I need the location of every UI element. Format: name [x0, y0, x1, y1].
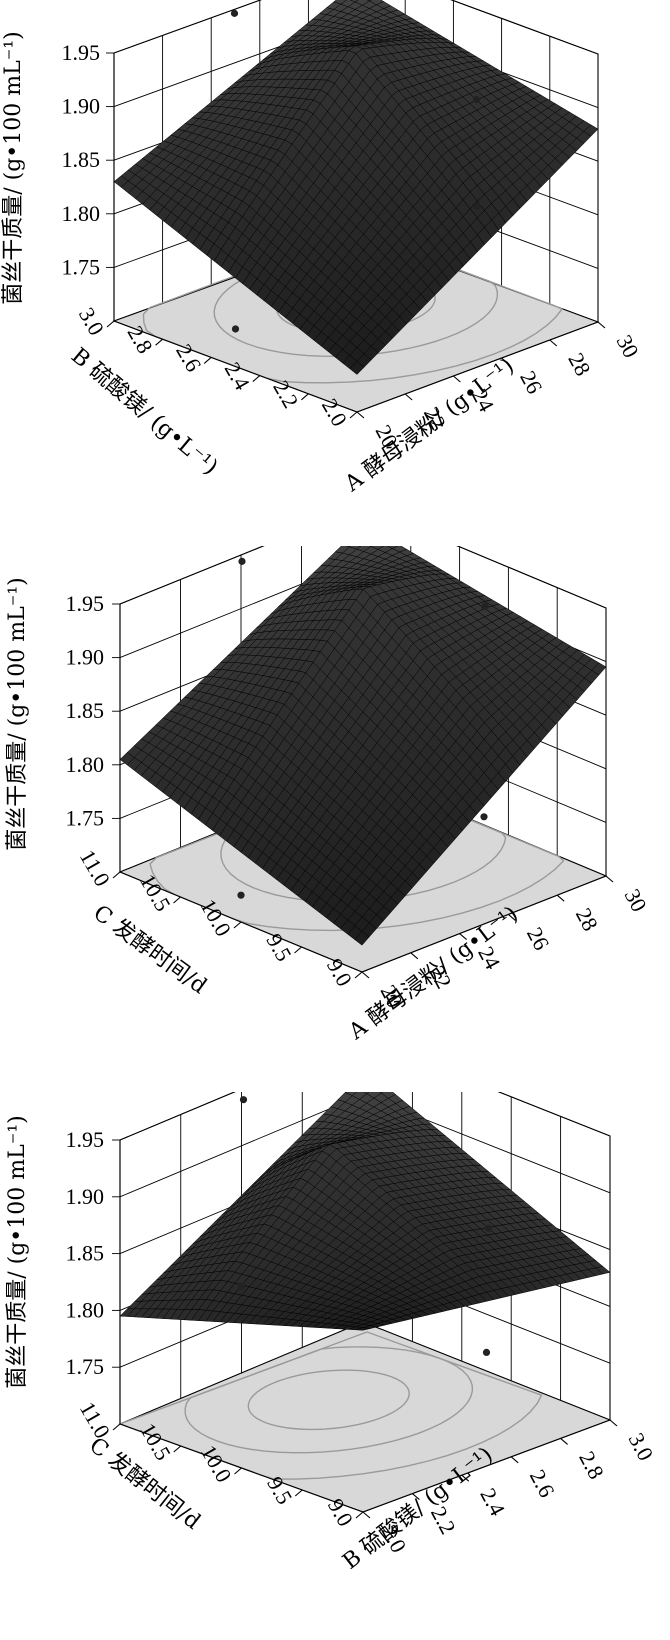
surface-plot-ac-svg: 1.751.801.851.901.952022242628309.09.510… — [5, 546, 652, 1045]
x-tick-mark — [501, 357, 509, 365]
design-point — [239, 1096, 248, 1104]
z-gridline — [113, 0, 599, 55]
y-tick-mark — [234, 1467, 242, 1475]
x-tick-mark — [459, 933, 467, 941]
z-tick-label: 1.85 — [66, 698, 105, 723]
z-tick-label: 1.85 — [66, 1241, 105, 1266]
z-tick-label: 1.95 — [66, 591, 105, 616]
y-tick-label: 3.0 — [74, 303, 109, 339]
x-tick-label: 26 — [522, 923, 554, 954]
y-axis-label: C 发酵时间/d — [88, 901, 211, 1000]
y-tick-label: 11.0 — [75, 1397, 115, 1442]
x-tick-label: 28 — [571, 904, 603, 935]
surface-plot-bc-svg: 1.751.801.851.901.952.02.22.42.62.83.09.… — [5, 1092, 659, 1575]
surface-plot-ab: 1.75 1.80 1.85 1.90 1.95 20 22 24 26 28 30 2.0 2.2 2.… — [0, 0, 670, 546]
y-tick-mark — [233, 921, 242, 929]
y-tick-mark — [203, 356, 212, 364]
z-tick-label: 1.90 — [66, 645, 105, 670]
design-point — [484, 1224, 493, 1232]
x-tick-mark — [356, 411, 365, 419]
x-tick-mark — [410, 952, 419, 960]
z-tick-label: 1.75 — [66, 805, 105, 830]
surface-plot-ac: 1.75 1.80 1.85 1.90 1.95 20 22 24 26 28 30 9.0 9.5 10… — [0, 546, 670, 1092]
design-point — [231, 325, 240, 333]
z-tick-label: 1.80 — [62, 201, 101, 226]
x-tick-mark — [412, 1493, 420, 1501]
z-axis-label: 菌丝干质量/ (g•100 mL⁻¹) — [5, 1115, 30, 1389]
surface-mesh-cell — [355, 1327, 371, 1331]
x-tick-label: 26 — [515, 367, 547, 398]
design-point — [472, 96, 481, 104]
surface-plot-bc: 1.75 1.80 1.85 1.90 1.95 2.0 2.2 2.4 2.6 2.8 3.0 9.… — [0, 1092, 670, 1638]
x-tick-mark — [556, 894, 565, 902]
y-tick-mark — [155, 338, 163, 346]
x-tick-label: 2.6 — [525, 1465, 560, 1501]
x-tick-mark — [361, 971, 370, 979]
design-point — [237, 1282, 246, 1290]
x-tick-label: 2.4 — [475, 1484, 510, 1520]
x-tick-mark — [549, 339, 558, 347]
x-tick-mark — [560, 1437, 568, 1445]
design-point — [238, 557, 246, 565]
z-tick-label: 1.80 — [66, 1297, 105, 1322]
x-tick-mark — [510, 1456, 519, 1464]
z-axis-label: 菌丝干质量/ (g•100 mL⁻¹) — [1, 31, 26, 305]
z-tick-label: 1.75 — [62, 254, 101, 279]
x-tick-mark — [453, 375, 461, 383]
floor-contour — [247, 1369, 410, 1431]
y-tick-mark — [355, 1511, 364, 1519]
x-tick-mark — [597, 321, 606, 329]
y-tick-mark — [354, 971, 363, 979]
z-axis-label: 菌丝干质量/ (g•100 mL⁻¹) — [5, 577, 30, 851]
y-tick-mark — [173, 1445, 182, 1453]
z-tick-label: 1.85 — [62, 147, 101, 172]
z-tick-label: 1.90 — [66, 1184, 105, 1209]
x-tick-mark — [508, 913, 516, 921]
z-tick-label: 1.95 — [66, 1127, 105, 1152]
design-point — [481, 602, 489, 610]
x-tick-mark — [362, 1511, 371, 1519]
x-tick-label: 28 — [563, 349, 595, 380]
x-tick-label: 30 — [620, 885, 652, 916]
y-tick-mark — [294, 946, 302, 954]
design-point — [473, 202, 482, 210]
z-tick-label: 1.90 — [62, 94, 101, 119]
y-tick-mark — [294, 1489, 303, 1497]
y-tick-mark — [106, 320, 115, 328]
design-point — [230, 9, 239, 17]
y-tick-mark — [112, 871, 121, 879]
y-tick-label: 11.0 — [75, 845, 115, 890]
z-tick-label: 1.95 — [62, 40, 101, 65]
x-tick-label: 2.8 — [574, 1447, 609, 1483]
surface-mesh-cell — [363, 1092, 370, 1095]
surface-mesh-cell — [354, 930, 370, 946]
y-tick-mark — [301, 393, 309, 401]
x-tick-mark — [461, 1474, 470, 1482]
y-tick-mark — [349, 411, 358, 419]
surface-plot-ab-svg: 1.751.801.851.901.952022242628302.02.22.… — [1, 0, 644, 497]
design-point — [237, 891, 245, 899]
z-tick-label: 1.75 — [66, 1354, 105, 1379]
design-point — [480, 813, 488, 821]
x-tick-label: 30 — [612, 331, 644, 362]
z-gridline — [119, 1092, 611, 1141]
y-tick-mark — [173, 896, 181, 904]
y-tick-mark — [252, 375, 261, 383]
x-tick-mark — [609, 1419, 618, 1427]
z-tick-label: 1.80 — [66, 752, 105, 777]
x-tick-mark — [605, 875, 614, 883]
x-tick-mark — [404, 393, 413, 401]
design-point — [482, 1348, 491, 1356]
x-tick-label: 3.0 — [624, 1429, 659, 1465]
y-tick-mark — [112, 1423, 121, 1431]
surface-mesh-cell — [349, 360, 365, 375]
z-gridline — [119, 546, 607, 609]
